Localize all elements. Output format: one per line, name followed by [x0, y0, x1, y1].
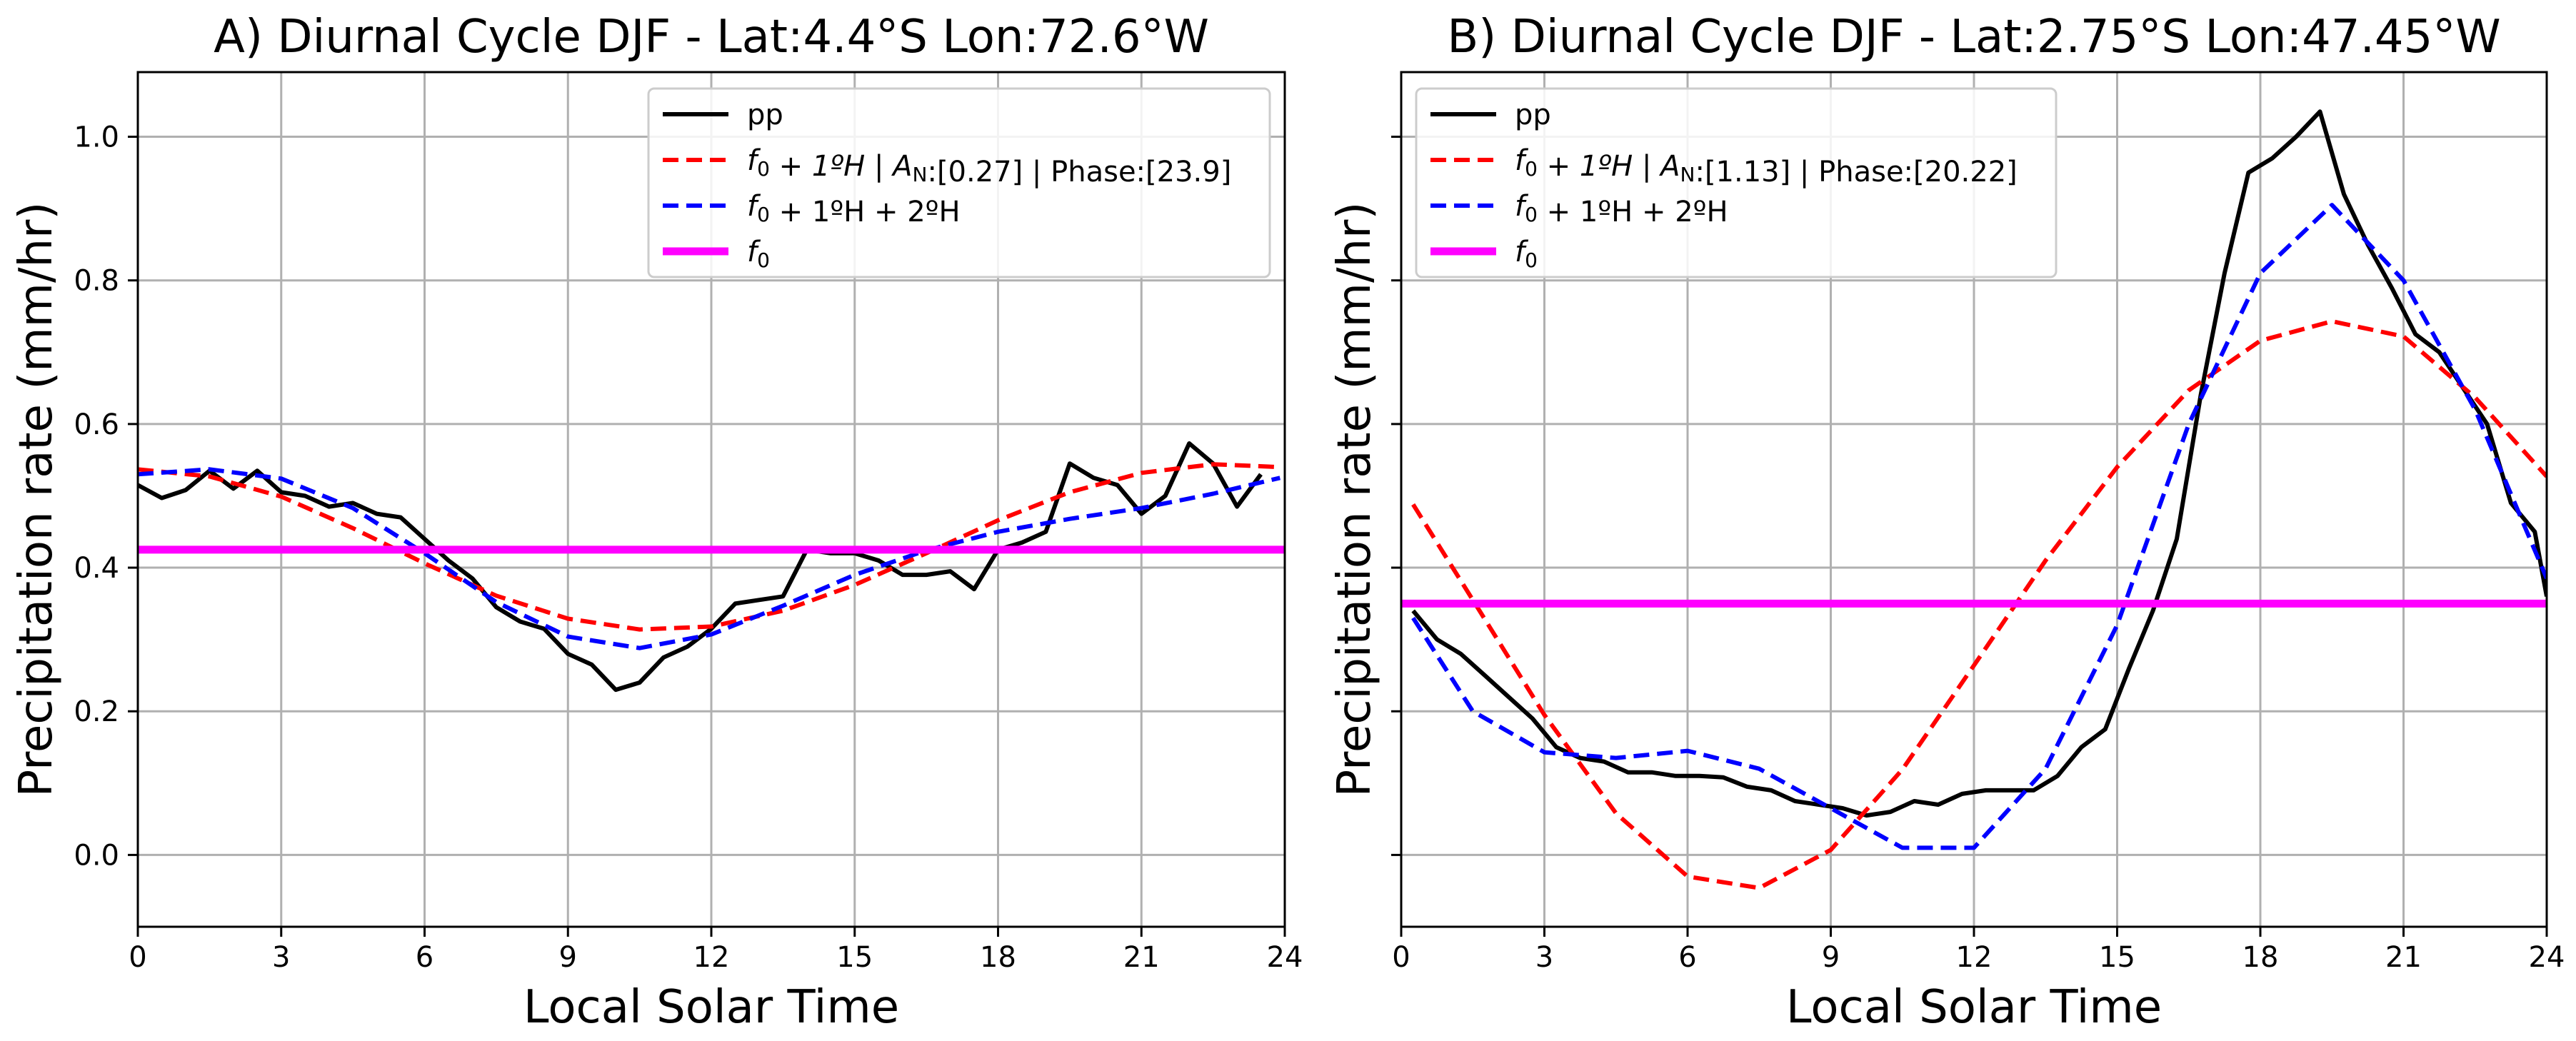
- x-tick-label: 0: [129, 941, 146, 974]
- x-tick-label: 3: [272, 941, 290, 974]
- y-tick-label: 0.8: [74, 265, 119, 298]
- x-tick-label: 18: [980, 941, 1016, 974]
- legend-label: f0 + 1ºH | AN:[1.13] | Phase:[20.22]: [1515, 144, 2018, 188]
- x-tick-label: 18: [2242, 941, 2279, 974]
- legend-label-part: + 1ºH | A: [1538, 150, 1680, 183]
- x-tick-label: 9: [1822, 941, 1840, 974]
- x-tick-label: 15: [2099, 941, 2135, 974]
- x-tick-label: 15: [836, 941, 873, 974]
- x-tick-label: 12: [693, 941, 730, 974]
- x-tick-label: 24: [1267, 941, 1303, 974]
- legend-label-part: N: [1680, 163, 1695, 186]
- x-tick-label: 9: [559, 941, 577, 974]
- second-harmonic-line: [1411, 203, 2547, 850]
- x-tick-label: 6: [1678, 941, 1696, 974]
- y-tick-label: 0.4: [74, 552, 119, 585]
- y-tick-label: 0.0: [74, 839, 119, 872]
- legend-label: pp: [1515, 99, 1551, 131]
- legend-label-part: + 1ºH + 2ºH: [1538, 196, 1728, 228]
- legend-label-part: + 1ºH | A: [770, 150, 913, 183]
- pp-line: [138, 441, 1263, 693]
- series-group: [138, 441, 1285, 693]
- y-axis-label: Precipitation rate (mm/hr): [1328, 202, 1381, 798]
- x-axis-label: Local Solar Time: [1786, 981, 2162, 1034]
- legend-label-part: :[1.13] | Phase:[20.22]: [1695, 156, 2017, 188]
- panel-a: 0 3 6 9 12 15 18 21 24 0.0 0.2 0.4 0.6 0.8 1.0 A) Diurn…: [10, 11, 1303, 1034]
- chart-title: A) Diurnal Cycle DJF - Lat:4.4°S Lon:72.…: [214, 11, 1209, 64]
- x-tick-label: 21: [2385, 941, 2422, 974]
- first-harmonic-line: [138, 462, 1281, 632]
- series-group: [1401, 109, 2547, 890]
- legend: pp f0 + 1ºH | AN:[1.13] | Phase:[20.22]f0…: [1415, 87, 2058, 278]
- y-tick-label: 1.0: [74, 121, 119, 154]
- legend-label-part: 0: [757, 157, 770, 181]
- legend-label-part: 0: [757, 248, 770, 272]
- legend-label: pp: [747, 99, 783, 131]
- legend-label-part: 0: [1525, 248, 1538, 272]
- x-tick-label: 3: [1535, 941, 1553, 974]
- legend-label-part: :[0.27] | Phase:[23.9]: [927, 156, 1231, 188]
- y-tick-label: 0.2: [74, 695, 119, 728]
- second-harmonic-line: [138, 467, 1281, 650]
- legend-label-part: 0: [1525, 157, 1538, 181]
- x-tick-label: 0: [1392, 941, 1410, 974]
- y-tick-label: 0.6: [74, 408, 119, 441]
- x-tick-label: 6: [416, 941, 433, 974]
- panel-b: 0 3 6 9 12 15 18 21 24 B) Diurnal Cycle DJF - Lat…: [1328, 11, 2565, 1034]
- x-tick-label: 12: [1956, 941, 1993, 974]
- legend-label-part: N: [913, 163, 928, 186]
- chart-title: B) Diurnal Cycle DJF - Lat:2.75°S Lon:47…: [1447, 11, 2500, 64]
- legend-frame: [1415, 87, 2058, 278]
- legend-label-part: 0: [1525, 203, 1538, 226]
- y-axis-label: Precipitation rate (mm/hr): [10, 202, 63, 798]
- legend-label: f0 + 1ºH + 2ºH: [1515, 190, 1728, 228]
- legend-label: f0 + 1ºH + 2ºH: [747, 190, 961, 228]
- x-tick-label: 24: [2529, 941, 2565, 974]
- first-harmonic-line: [1411, 319, 2547, 890]
- legend-label-part: 0: [757, 203, 770, 226]
- x-axis-label: Local Solar Time: [523, 981, 899, 1034]
- x-tick-label: 21: [1123, 941, 1160, 974]
- legend-frame: [647, 87, 1271, 278]
- legend-label-part: + 1ºH + 2ºH: [770, 196, 961, 228]
